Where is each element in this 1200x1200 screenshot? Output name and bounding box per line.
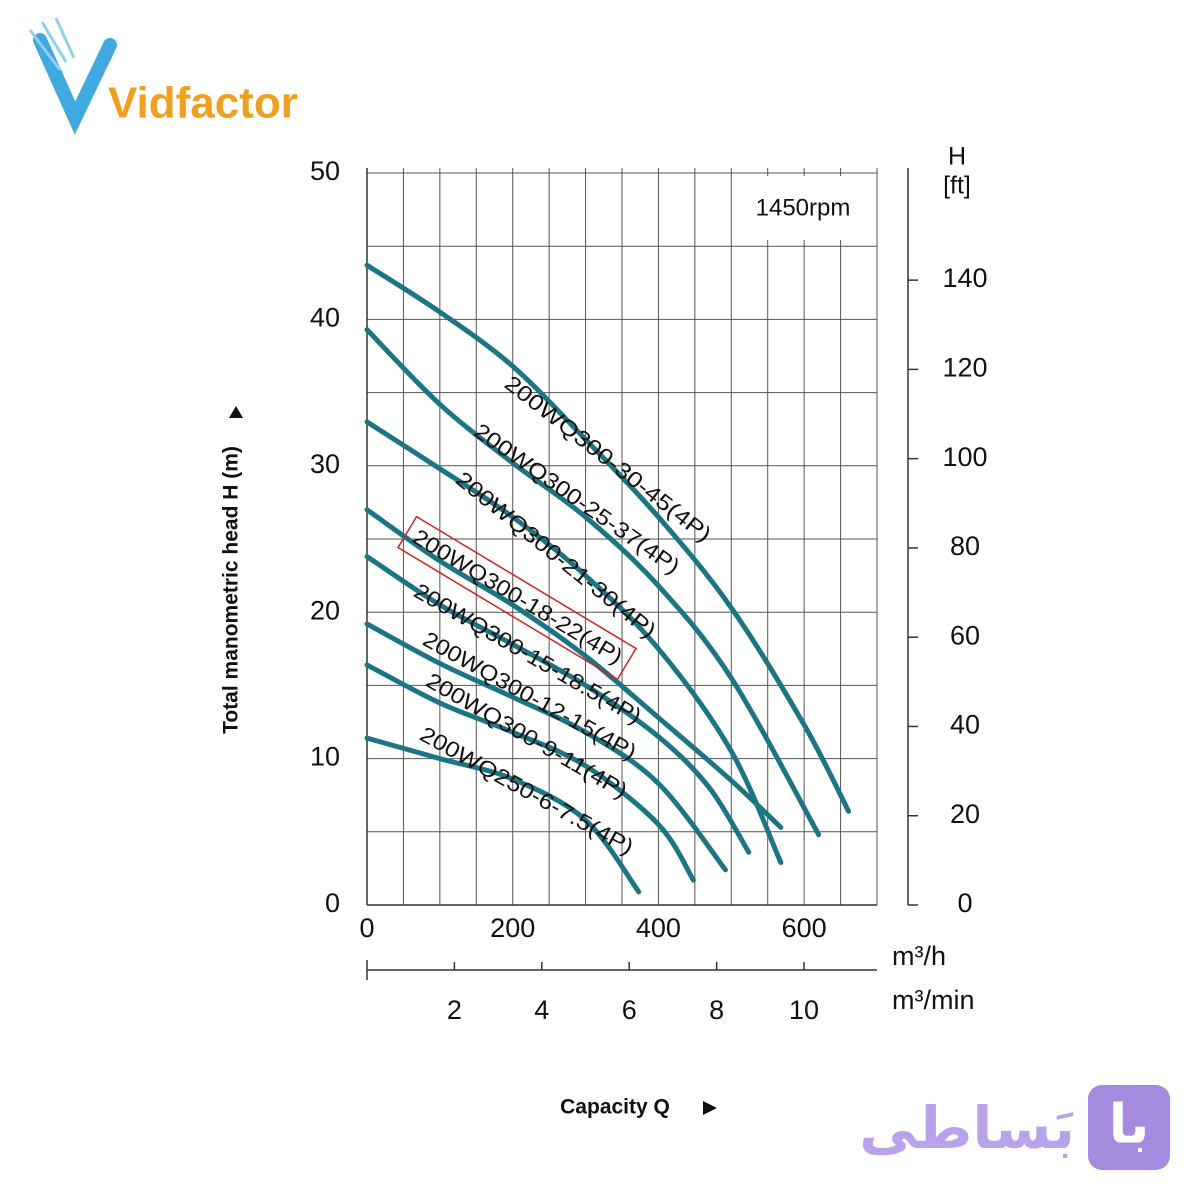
x-axis-unit: m³/h [892, 941, 946, 971]
y2-axis-title: H [948, 143, 966, 171]
x2-tick-label: 4 [534, 995, 549, 1025]
logo-text: Vidfactor [108, 79, 298, 128]
y2-tick-label: 0 [957, 888, 972, 918]
highlight-box [396, 515, 638, 681]
y2-tick-label: 20 [950, 799, 980, 829]
x-tick-label: 400 [636, 913, 681, 943]
logo-mark [33, 33, 117, 135]
y-axis-title: Total manometric head H (m) [220, 446, 243, 734]
x-tick-label: 0 [359, 913, 374, 943]
y2-tick-label: 100 [942, 442, 987, 472]
y2-tick-label: 40 [950, 710, 980, 740]
x2-tick-label: 8 [709, 995, 724, 1025]
curve [364, 662, 696, 883]
logo-text: بَساطی [859, 1094, 1075, 1162]
annotation-box [732, 176, 876, 240]
curve [364, 419, 784, 866]
logo-left: Vidfactor [28, 17, 298, 135]
y-tick-label: 30 [310, 449, 340, 479]
curve [364, 507, 784, 830]
y-tick-label: 10 [310, 742, 340, 772]
y-tick-label: 50 [310, 156, 340, 186]
x-tick-label: 200 [490, 913, 535, 943]
y2-tick-label: 140 [942, 263, 987, 293]
curve [364, 621, 728, 873]
y2-tick-label: 60 [950, 620, 980, 650]
y2-tick-label: 120 [942, 353, 987, 383]
x2-tick-label: 2 [447, 995, 462, 1025]
logo-feathers [28, 17, 76, 71]
x-axis-title: Capacity Q [560, 1096, 670, 1119]
y-tick-label: 40 [310, 303, 340, 333]
logo-badge-text: با [1109, 1093, 1150, 1156]
y-axis-arrow [229, 406, 243, 418]
y2-axis-unit: [ft] [943, 172, 971, 200]
x2-axis-unit: m³/min [892, 985, 975, 1015]
y2-tick-label: 80 [950, 531, 980, 561]
x2-tick-label: 6 [622, 995, 637, 1025]
curve [364, 735, 642, 895]
x2-tick-label: 10 [789, 995, 819, 1025]
annotation: 1450rpm [756, 194, 851, 221]
curve [364, 327, 822, 838]
logo-badge [1088, 1085, 1170, 1170]
plot: 0 10 20 30 40 50 0 200 400 600 0 20 40 60 80 100 120 140 2… [310, 156, 988, 1025]
curve [364, 262, 852, 814]
curve [364, 554, 752, 855]
x-tick-label: 600 [782, 913, 827, 943]
x-axis-arrow [703, 1101, 717, 1115]
y-tick-label: 0 [325, 888, 340, 918]
y-tick-label: 20 [310, 595, 340, 625]
